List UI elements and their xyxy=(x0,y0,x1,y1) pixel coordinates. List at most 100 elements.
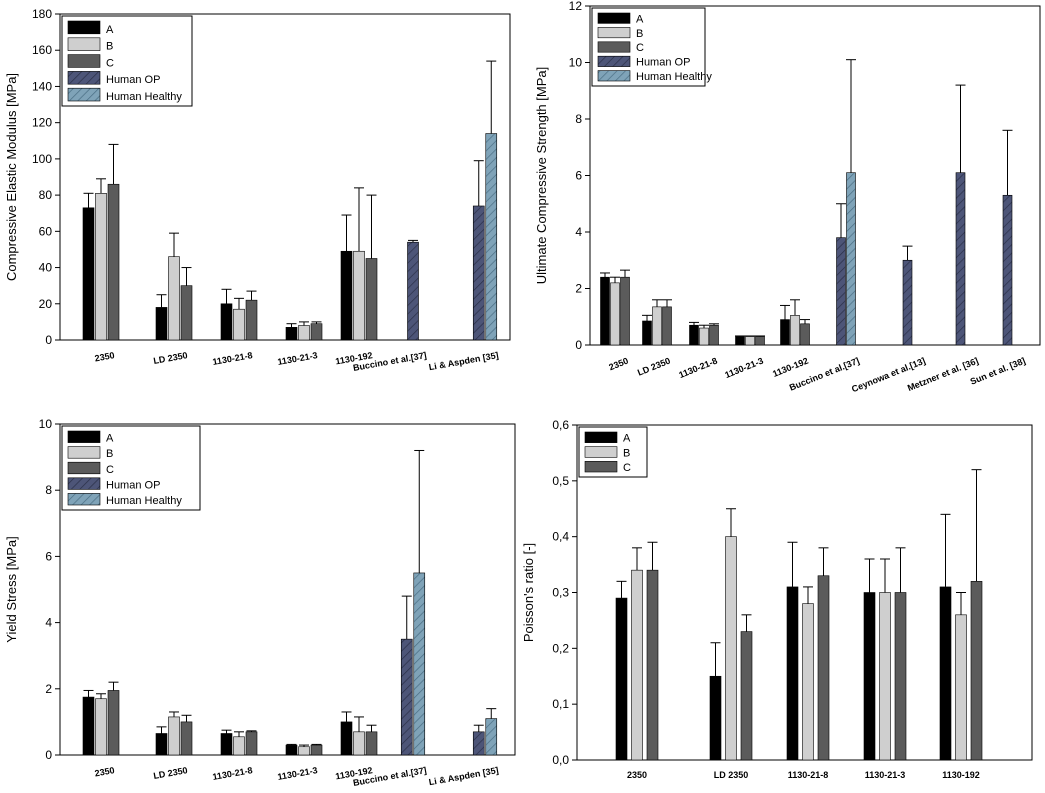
bar-1130-21-3-b xyxy=(745,336,755,346)
bar-2350-c xyxy=(646,569,659,761)
y-tick-label: 140 xyxy=(32,79,52,93)
bar-ld-2350-a xyxy=(642,320,652,346)
bar-ld-2350-c xyxy=(180,721,193,756)
bar-1130-192-a xyxy=(780,319,790,346)
bar-2350-a xyxy=(82,696,95,756)
x-tick-label: Li & Aspden [35] xyxy=(428,765,499,787)
x-tick-label: 1130-21-3 xyxy=(865,770,906,780)
y-tick-label: 0,2 xyxy=(552,641,569,655)
bar-1130-21-3-a xyxy=(735,336,745,346)
x-tick-label: 1130-21-8 xyxy=(212,765,254,782)
x-tick-label: 1130-21-3 xyxy=(277,765,319,782)
y-tick-label: 0,5 xyxy=(552,474,569,488)
bar-1130-21-8-c xyxy=(817,575,830,761)
bar-1130-21-8-c xyxy=(245,731,258,756)
bar-1130-192-c xyxy=(365,731,378,756)
bar-1130-21-3-c xyxy=(310,323,323,341)
bar-1130-21-8-c xyxy=(709,324,719,346)
bar-li-aspden-35-human-healthy xyxy=(485,718,498,756)
bar-1130-192-a xyxy=(340,250,353,341)
x-tick-label: 2350 xyxy=(94,765,115,778)
bar-2350-a xyxy=(82,207,95,341)
x-tick-label: 1130-21-3 xyxy=(277,350,319,367)
chart-ultimate-compressive-strength: 0 2 4 6 8 10 12 Ultimate Compressive Strength [… xyxy=(534,0,1041,394)
bar-1130-192-a xyxy=(340,721,353,756)
legend-swatch-human-healthy xyxy=(597,70,631,82)
chart-poissons-ratio: 0,0 0,1 0,2 0,3 0,4 0,5 0,6 Poisson's ratio [-]… xyxy=(521,418,1033,780)
y-tick-label: 0,6 xyxy=(552,418,569,432)
x-tick-label: 1130-21-8 xyxy=(212,350,254,367)
bar-ld-2350-c xyxy=(662,306,672,346)
x-tick-label: LD 2350 xyxy=(153,765,189,781)
legend-label-c: C xyxy=(636,42,644,54)
x-tick-label: 1130-192 xyxy=(942,770,980,780)
bar-ceynowa-et-al-13-human-op xyxy=(902,259,913,346)
legend-swatch-c xyxy=(67,54,101,68)
bar-sun-et-al-38-human-op xyxy=(1002,194,1013,346)
bar-2350-b xyxy=(95,193,107,341)
bar-1130-21-8-c xyxy=(245,299,258,341)
legend-swatch-b xyxy=(67,37,101,51)
bar-buccino-et-al-37-human-op xyxy=(400,638,413,756)
y-tick-label: 0,4 xyxy=(552,530,569,544)
x-tick-label: 2350 xyxy=(627,770,647,780)
y-tick-label: 180 xyxy=(32,7,52,21)
y-tick-label: 4 xyxy=(575,225,582,239)
x-tick-label: Li & Aspden [35] xyxy=(428,350,499,372)
x-tick-label: LD 2350 xyxy=(636,356,672,378)
y-tick-label: 4 xyxy=(45,616,52,630)
y-tick-label: 10 xyxy=(39,417,53,431)
legend-swatch-c xyxy=(597,41,631,53)
bar-buccino-et-al-37-human-healthy xyxy=(846,172,856,346)
bar-1130-21-3-b xyxy=(298,746,310,756)
bar-2350-c xyxy=(107,690,120,756)
chart-compressive-elastic-modulus: 0 20 40 60 80 100 120 140 160 180 Compressive Elas… xyxy=(4,7,511,373)
legend: ABC Human OP Human Healthy xyxy=(61,425,201,511)
legend-label-human-healthy: Human Healthy xyxy=(106,495,182,507)
bar-1130-21-3-a xyxy=(285,327,298,341)
y-tick-label: 0,3 xyxy=(552,586,569,600)
legend-label-c: C xyxy=(106,464,114,476)
bar-1130-21-3-b xyxy=(879,592,891,761)
legend-label-c: C xyxy=(623,462,631,474)
legend-label-c: C xyxy=(106,57,114,69)
bar-1130-192-b xyxy=(790,315,800,346)
bar-1130-192-b xyxy=(353,731,365,756)
bar-buccino-et-al-37-human-healthy xyxy=(413,572,426,756)
bar-buccino-et-al-37-human-op xyxy=(836,237,846,346)
legend-swatch-b xyxy=(67,446,101,459)
x-tick-label: 1130-21-3 xyxy=(723,356,764,380)
y-tick-label: 100 xyxy=(32,152,52,166)
bar-2350-b xyxy=(610,282,620,346)
bar-1130-192-c xyxy=(800,323,810,346)
bar-buccino-et-al-37-human-op xyxy=(407,241,419,341)
legend: ABC Human OP Human Healthy xyxy=(591,7,712,87)
y-tick-label: 6 xyxy=(45,549,52,563)
legend-label-human-healthy: Human Healthy xyxy=(636,71,712,83)
y-tick-label: 10 xyxy=(569,56,583,70)
y-tick-label: 2 xyxy=(45,682,52,696)
bar-2350-b xyxy=(95,698,107,756)
legend-swatch-b xyxy=(597,27,631,39)
x-tick-label: 2350 xyxy=(94,350,115,363)
legend-label-b: B xyxy=(106,41,113,53)
legend-label-a: A xyxy=(636,13,644,25)
y-tick-label: 0 xyxy=(575,338,582,352)
y-axis-label: Poisson's ratio [-] xyxy=(521,543,536,642)
bar-ld-2350-c xyxy=(740,631,753,761)
bar-1130-21-3-a xyxy=(285,744,298,756)
y-axis-label: Yield Stress [MPa] xyxy=(4,536,19,642)
bar-1130-192-b xyxy=(353,250,365,341)
legend-swatch-b xyxy=(584,446,618,458)
y-tick-label: 12 xyxy=(569,0,583,13)
y-tick-label: 40 xyxy=(39,261,53,275)
bar-1130-21-8-a xyxy=(689,324,699,346)
y-axis-label: Ultimate Compressive Strength [MPa] xyxy=(534,67,549,284)
legend-swatch-a xyxy=(67,20,101,35)
y-tick-label: 8 xyxy=(45,483,52,497)
legend-swatch-a xyxy=(67,430,101,443)
plot-frame xyxy=(59,13,511,341)
bar-ld-2350-a xyxy=(155,733,168,756)
bar-1130-192-c xyxy=(365,258,378,341)
